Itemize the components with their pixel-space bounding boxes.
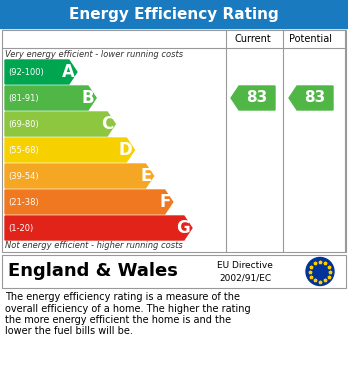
Polygon shape [5,112,115,136]
Polygon shape [5,86,96,110]
Bar [2,30,346,252]
Text: D: D [119,141,132,159]
Text: England & Wales: England & Wales [8,262,178,280]
Polygon shape [5,190,173,214]
Polygon shape [231,86,275,110]
Text: (39-54): (39-54) [8,172,39,181]
Text: Not energy efficient - higher running costs: Not energy efficient - higher running co… [5,241,183,250]
Text: C: C [101,115,113,133]
Polygon shape [5,164,153,188]
Text: (92-100): (92-100) [8,68,44,77]
Text: G: G [176,219,190,237]
Polygon shape [5,138,134,162]
Text: (81-91): (81-91) [8,93,39,102]
Text: Energy Efficiency Rating: Energy Efficiency Rating [69,7,279,22]
Text: The energy efficiency rating is a measure of the: The energy efficiency rating is a measur… [5,292,240,302]
Text: (55-68): (55-68) [8,145,39,154]
Text: (69-80): (69-80) [8,120,39,129]
Text: Current: Current [235,34,271,44]
Text: EU Directive
2002/91/EC: EU Directive 2002/91/EC [217,261,273,282]
Text: (1-20): (1-20) [8,224,33,233]
Text: E: E [140,167,152,185]
Polygon shape [5,216,192,240]
Text: (21-38): (21-38) [8,197,39,206]
Text: 83: 83 [246,90,268,106]
Circle shape [306,258,334,285]
Text: lower the fuel bills will be.: lower the fuel bills will be. [5,326,133,337]
Polygon shape [5,60,77,84]
Polygon shape [289,86,333,110]
Bar [0,0,348,28]
Text: A: A [62,63,75,81]
Text: the more energy efficient the home is and the: the more energy efficient the home is an… [5,315,231,325]
Bar [2,255,346,288]
Text: Potential: Potential [290,34,332,44]
Text: Very energy efficient - lower running costs: Very energy efficient - lower running co… [5,50,183,59]
Text: F: F [159,193,171,211]
Text: B: B [81,89,94,107]
Text: 83: 83 [304,90,326,106]
Text: overall efficiency of a home. The higher the rating: overall efficiency of a home. The higher… [5,303,251,314]
